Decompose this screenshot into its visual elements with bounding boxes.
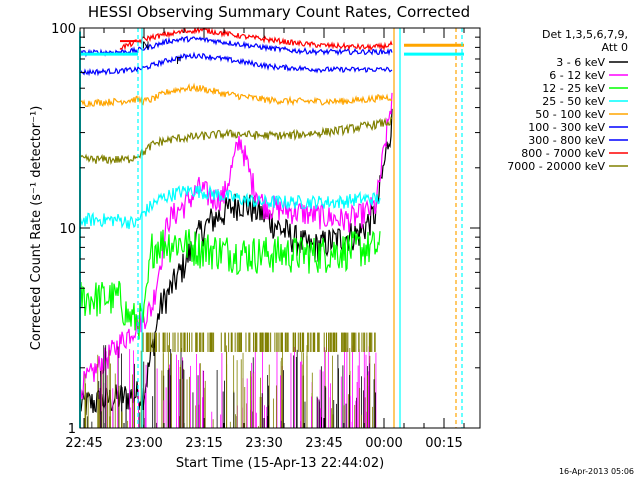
y-tick-label: 100 — [51, 22, 76, 37]
legend-header-line: Det 1,3,5,6,7,9, — [542, 28, 628, 41]
x-tick-label: 23:45 — [305, 436, 342, 451]
legend-entry-label: 800 - 7000 keV — [521, 147, 605, 160]
legend-entry-label: 300 - 800 keV — [528, 134, 605, 147]
x-tick-label: 23:30 — [245, 436, 282, 451]
series-layer — [79, 26, 464, 428]
x-axis-label: Start Time (15-Apr-13 22:44:02) — [176, 456, 384, 471]
legend-entry-label: 50 - 100 keV — [535, 108, 605, 121]
legend-header-line: Att 0 — [602, 41, 628, 54]
x-tick-label: 23:15 — [185, 436, 222, 451]
legend-entry-label: 25 - 50 keV — [542, 95, 605, 108]
legend-entry-label: 6 - 12 keV — [549, 69, 605, 82]
flag-label-f: F — [176, 56, 182, 67]
x-tick-label: 23:00 — [125, 436, 162, 451]
legend-entry-label: 100 - 300 keV — [528, 121, 605, 134]
tick-layer — [80, 27, 480, 429]
series-line-8 — [119, 26, 393, 52]
x-tick-label: 22:45 — [65, 436, 102, 451]
legend-entry-label: 3 - 6 keV — [556, 56, 605, 69]
footer-timestamp: 16-Apr-2013 05:06 — [559, 467, 634, 476]
x-tick-label: 00:00 — [365, 436, 402, 451]
x-tick-label: 00:15 — [425, 436, 462, 451]
legend-entry-label: 7000 - 20000 keV — [507, 160, 605, 173]
legend-entry-label: 12 - 25 keV — [542, 82, 605, 95]
series-line-5 — [79, 82, 393, 108]
series-line-4 — [79, 184, 381, 230]
chart-title: HESSI Observing Summary Count Rates, Cor… — [88, 3, 470, 21]
series-line-6 — [79, 51, 393, 77]
flag-label-n: N — [142, 40, 149, 51]
label-layer: 22:45 23:00 23:15 23:30 23:45 00:00 00:15 1 10 10… — [51, 22, 463, 451]
y-axis-label: Corrected Count Rate (s⁻¹ detector⁻¹) — [29, 106, 44, 351]
series-line-9 — [79, 116, 393, 166]
series-line-2 — [79, 92, 393, 400]
y-tick-label: 10 — [59, 222, 76, 237]
y-tick-label: 1 — [68, 422, 76, 437]
series-line-3 — [79, 229, 381, 340]
series-line-7 — [79, 35, 393, 58]
